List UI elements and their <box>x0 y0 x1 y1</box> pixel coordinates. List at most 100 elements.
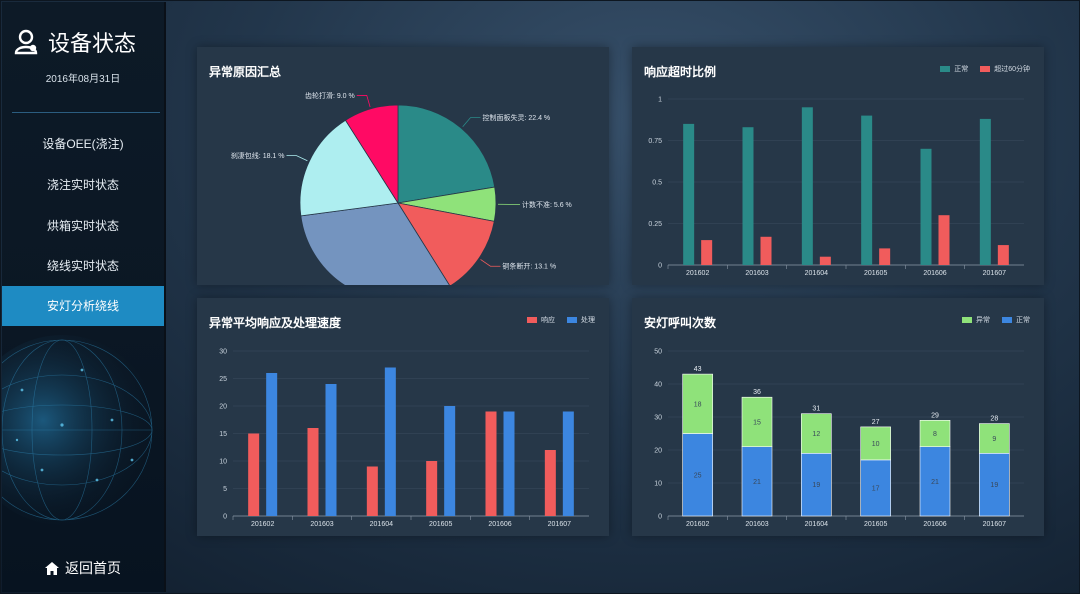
legend-item[interactable]: 正常 <box>940 64 968 74</box>
x-tick-label: 201607 <box>548 521 571 528</box>
bar[interactable] <box>938 215 950 265</box>
bar[interactable] <box>307 428 319 516</box>
bar[interactable] <box>742 127 754 265</box>
x-tick-label: 201604 <box>805 270 828 277</box>
pie-slice-label: 齿轮打滑: 9.0 % <box>305 91 355 100</box>
bar-segment[interactable] <box>860 459 891 517</box>
legend-item[interactable]: 响应 <box>527 315 555 325</box>
pie-slice-label: 计数不准: 5.6 % <box>522 200 572 209</box>
bar[interactable] <box>760 236 772 265</box>
legend-item[interactable]: 超过60分钟 <box>980 64 1030 74</box>
legend-swatch <box>940 66 951 72</box>
sidebar-item-oven-status[interactable]: 烘箱实时状态 <box>46 219 119 233</box>
bar-total-label: 31 <box>812 406 820 413</box>
bar[interactable] <box>503 411 515 517</box>
bar-segment[interactable] <box>979 423 1010 454</box>
y-tick-label: 0.75 <box>648 138 662 145</box>
bar-segment[interactable] <box>919 420 951 448</box>
y-tick-label: 5 <box>223 486 227 493</box>
bar[interactable] <box>979 118 991 265</box>
sidebar-divider <box>12 112 160 113</box>
bar[interactable] <box>801 107 813 265</box>
sidebar-title: 设备状态 <box>48 31 137 56</box>
pie-slice[interactable] <box>300 202 450 285</box>
panel-title: 响应超时比例 <box>644 65 717 79</box>
x-tick-label: 201606 <box>488 521 511 528</box>
bar[interactable] <box>701 240 713 265</box>
bar[interactable] <box>384 367 396 517</box>
bar[interactable] <box>562 411 574 517</box>
bar-value-label: 9 <box>992 436 996 443</box>
bar-total-label: 27 <box>872 419 880 426</box>
legend-swatch <box>1002 317 1012 323</box>
bar-segment[interactable] <box>919 446 951 517</box>
pie-slice[interactable] <box>397 202 495 285</box>
panel-title: 异常平均响应及处理速度 <box>209 316 342 330</box>
bar[interactable] <box>366 466 378 517</box>
bar-total-label: 43 <box>694 366 702 373</box>
bar-value-label: 21 <box>753 479 761 486</box>
y-tick-label: 40 <box>654 382 662 389</box>
y-tick-label: 1 <box>658 97 662 104</box>
x-tick-label: 201605 <box>429 521 452 528</box>
pie-slice[interactable] <box>344 104 399 205</box>
legend-swatch <box>980 66 991 72</box>
sidebar-item-oee[interactable]: 设备OEE(浇注) <box>42 137 124 151</box>
y-tick-label: 0.25 <box>648 221 662 228</box>
bar[interactable] <box>879 248 891 265</box>
x-tick-label: 201602 <box>686 521 709 528</box>
panel-response-speed: 异常平均响应及处理速度 响应 处理 0 5 10 15 20 25 30 201602 2016… <box>197 298 609 536</box>
bar[interactable] <box>544 450 556 516</box>
legend-label: 处理 <box>581 317 595 324</box>
bar[interactable] <box>819 256 831 265</box>
bar-segment[interactable] <box>979 453 1010 517</box>
sidebar-item-winding-status[interactable]: 绕线实时状态 <box>46 259 119 273</box>
timeout-bar-chart: 0 0.25 0.5 0.75 1 201602 201603 201604 201605 201… <box>648 97 1024 277</box>
y-tick-label: 0 <box>658 514 662 521</box>
legend-label: 超过60分钟 <box>994 66 1030 73</box>
bar[interactable] <box>920 148 932 265</box>
bar-value-label: 15 <box>753 419 761 426</box>
panel-title: 异常原因汇总 <box>209 65 282 79</box>
sidebar-item-pouring-status[interactable]: 浇注实时状态 <box>46 178 119 192</box>
y-tick-label: 0.5 <box>652 180 662 187</box>
bar[interactable] <box>444 406 456 516</box>
legend-item[interactable]: 正常 <box>1002 315 1030 325</box>
bar[interactable] <box>426 461 438 516</box>
pie-slice[interactable] <box>299 119 399 217</box>
sidebar: 设备状态 2016年08月31日 设备OEE(浇注) 浇注实时状态 烘箱实时状态… <box>2 2 166 592</box>
bar[interactable] <box>325 384 337 516</box>
y-tick-label: 50 <box>654 349 662 356</box>
home-button[interactable]: 返回首页 <box>2 558 164 578</box>
bar[interactable] <box>997 245 1009 265</box>
bar[interactable] <box>485 411 497 517</box>
legend: 正常 超过60分钟 <box>940 64 1030 74</box>
legend-label: 异常 <box>976 317 990 324</box>
bar-segment[interactable] <box>682 373 713 434</box>
y-tick-label: 30 <box>654 415 662 422</box>
bar-segment[interactable] <box>860 426 891 461</box>
x-tick-label: 201603 <box>310 521 333 528</box>
x-tick-label: 201603 <box>745 521 768 528</box>
pie-slice[interactable] <box>397 104 496 204</box>
current-date: 2016年08月31日 <box>45 74 121 85</box>
bar[interactable] <box>861 115 873 265</box>
bar-value-label: 12 <box>812 431 820 438</box>
bar-segment[interactable] <box>801 413 832 454</box>
panel-timeout-ratio: 响应超时比例 正常 超过60分钟 0 0.25 0.5 0.75 1 201602 2016… <box>632 47 1044 285</box>
bar-segment[interactable] <box>741 396 773 447</box>
pie-label-line <box>286 155 308 162</box>
bar-segment[interactable] <box>741 446 773 517</box>
legend-item[interactable]: 处理 <box>567 315 595 325</box>
x-tick-label: 201603 <box>745 270 768 277</box>
y-tick-label: 30 <box>219 349 227 356</box>
bar[interactable] <box>248 433 260 517</box>
bar[interactable] <box>683 123 695 266</box>
bar[interactable] <box>266 373 278 516</box>
bar-value-label: 8 <box>933 431 937 438</box>
sidebar-item-andon-analysis[interactable]: 安灯分析绕线 <box>2 286 164 326</box>
legend-swatch <box>567 317 577 323</box>
legend-item[interactable]: 异常 <box>962 315 990 325</box>
bar-value-label: 19 <box>990 482 998 489</box>
home-icon <box>45 561 59 575</box>
